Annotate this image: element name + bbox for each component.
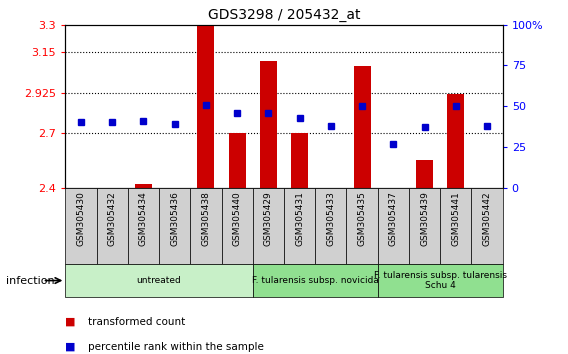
Text: ■: ■ — [65, 317, 76, 327]
Text: GSM305433: GSM305433 — [327, 192, 335, 246]
Text: F. tularensis subsp. novicida: F. tularensis subsp. novicida — [252, 276, 379, 285]
Bar — [135, 184, 152, 188]
Bar — [416, 160, 433, 188]
Bar — [440, 188, 471, 264]
Text: GSM305430: GSM305430 — [77, 192, 85, 246]
Text: GSM305442: GSM305442 — [483, 192, 491, 246]
Bar — [291, 133, 308, 188]
Title: GDS3298 / 205432_at: GDS3298 / 205432_at — [208, 8, 360, 22]
Bar — [97, 188, 128, 264]
Text: GSM305429: GSM305429 — [264, 192, 273, 246]
Text: F. tularensis subsp. tularensis
Schu 4: F. tularensis subsp. tularensis Schu 4 — [374, 271, 507, 290]
Text: GSM305431: GSM305431 — [295, 192, 304, 246]
Bar — [253, 264, 378, 297]
Bar — [222, 188, 253, 264]
Text: GSM305437: GSM305437 — [389, 192, 398, 246]
Text: GSM305432: GSM305432 — [108, 192, 116, 246]
Bar — [260, 61, 277, 188]
Text: GSM305440: GSM305440 — [233, 192, 241, 246]
Bar — [471, 188, 503, 264]
Bar — [197, 25, 215, 188]
Text: GSM305441: GSM305441 — [452, 192, 460, 246]
Bar — [315, 188, 346, 264]
Bar — [190, 188, 222, 264]
Text: GSM305439: GSM305439 — [420, 192, 429, 246]
Bar — [409, 188, 440, 264]
Bar — [346, 188, 378, 264]
Text: GSM305436: GSM305436 — [170, 192, 179, 246]
Bar — [228, 133, 246, 188]
Bar — [253, 188, 284, 264]
Text: transformed count: transformed count — [88, 317, 185, 327]
Bar — [159, 188, 190, 264]
Bar — [65, 264, 253, 297]
Bar — [353, 67, 371, 188]
Text: infection: infection — [6, 275, 55, 286]
Bar — [284, 188, 315, 264]
Text: GSM305434: GSM305434 — [139, 192, 148, 246]
Text: GSM305435: GSM305435 — [358, 192, 366, 246]
Text: GSM305438: GSM305438 — [202, 192, 210, 246]
Text: percentile rank within the sample: percentile rank within the sample — [88, 342, 264, 352]
Text: untreated: untreated — [137, 276, 181, 285]
Bar — [65, 188, 97, 264]
Bar — [378, 264, 503, 297]
Bar — [378, 188, 409, 264]
Bar — [447, 93, 465, 188]
Text: ■: ■ — [65, 342, 76, 352]
Bar — [128, 188, 159, 264]
